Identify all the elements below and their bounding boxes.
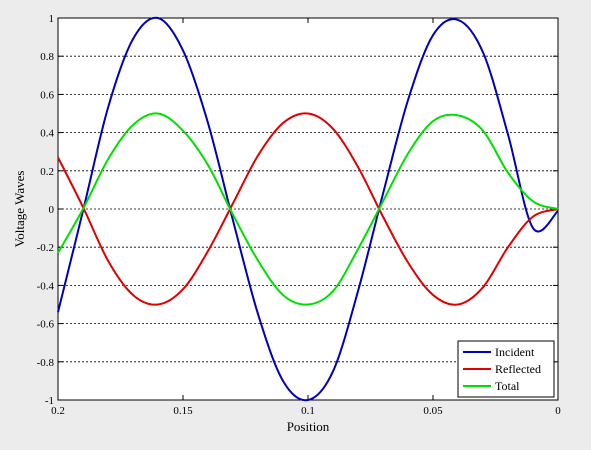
x-tick-label: 0.05 bbox=[423, 405, 443, 417]
series-line-total bbox=[57, 112, 559, 306]
series-line-reflected bbox=[57, 112, 559, 306]
axis-ticks: -1 -0.8 -0.6 -0.4 -0.2 0 0.2 0.4 0.6 0.8 1 0.2 0.15 0… bbox=[37, 13, 562, 417]
y-axis-label: Voltage Waves bbox=[12, 171, 27, 248]
x-axis-label: Position bbox=[287, 419, 330, 434]
y-tick-label: 1 bbox=[49, 13, 55, 25]
y-tick-label: 0.8 bbox=[40, 51, 54, 63]
legend-label-incident: Incident bbox=[495, 345, 535, 359]
y-tick-label: 0 bbox=[49, 204, 55, 216]
grid-lines bbox=[58, 55, 558, 363]
x-tick-label: 0 bbox=[555, 405, 561, 417]
y-tick-label: 0.2 bbox=[40, 166, 54, 178]
legend-label-total: Total bbox=[495, 379, 520, 393]
y-tick-label: 0.6 bbox=[40, 89, 54, 101]
y-tick-label: -0.6 bbox=[37, 319, 55, 331]
y-tick-label: -0.8 bbox=[37, 357, 55, 369]
series-line-incident bbox=[57, 16, 559, 402]
y-tick-label: -0.2 bbox=[37, 242, 54, 254]
series-lines bbox=[57, 16, 559, 402]
y-tick-label: -1 bbox=[45, 395, 54, 407]
y-tick-label: -0.4 bbox=[37, 280, 55, 292]
x-tick-label: 0.15 bbox=[173, 405, 193, 417]
x-tick-label: 0.1 bbox=[301, 405, 315, 417]
legend: Incident Reflected Total bbox=[457, 340, 555, 398]
y-tick-label: 0.4 bbox=[40, 128, 54, 140]
legend-label-reflected: Reflected bbox=[495, 362, 541, 376]
x-tick-label: 0.2 bbox=[51, 405, 65, 417]
